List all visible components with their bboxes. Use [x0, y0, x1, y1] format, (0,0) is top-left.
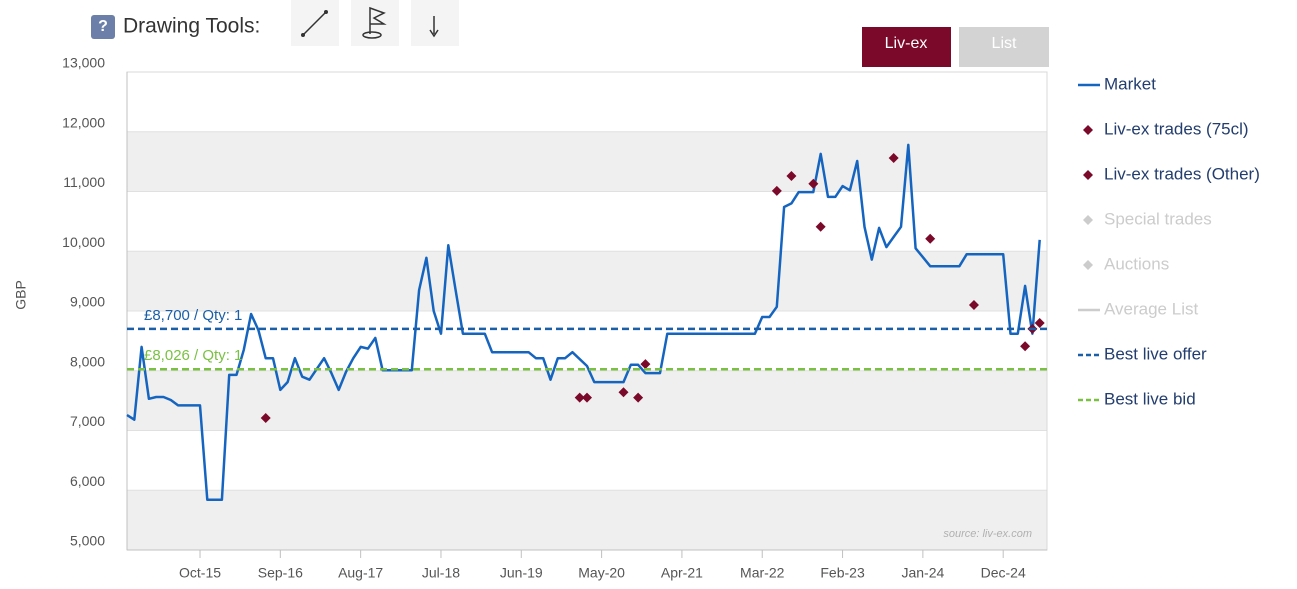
- x-tick-label: Aug-17: [338, 565, 383, 581]
- y-tick-label: 6,000: [70, 473, 105, 489]
- trade-marker: [574, 392, 585, 403]
- y-tick-label: 9,000: [70, 294, 105, 310]
- line-tool[interactable]: [291, 0, 339, 46]
- x-tick-label: Oct-15: [179, 565, 221, 581]
- toolbar: ? Drawing Tools:: [91, 0, 459, 46]
- legend-label: Best live bid: [1104, 389, 1196, 408]
- trade-marker: [925, 233, 936, 244]
- trade-marker: [786, 170, 797, 181]
- legend-symbol: [1083, 170, 1093, 180]
- tabs: Liv-ex List: [862, 27, 1049, 67]
- legend-label: Market: [1104, 74, 1156, 93]
- legend-label: Auctions: [1104, 254, 1169, 273]
- plot-band: [127, 490, 1047, 550]
- toolbar-label: Drawing Tools:: [123, 15, 260, 38]
- market-line: [126, 143, 1041, 502]
- legend-label: Liv-ex trades (Other): [1104, 164, 1260, 183]
- plot-band: [127, 251, 1047, 311]
- source-note: source: liv-ex.com: [943, 528, 1032, 540]
- legend-symbol: [1083, 260, 1093, 270]
- trade-marker: [633, 392, 644, 403]
- tab-list[interactable]: [959, 27, 1049, 67]
- legend-symbol: [1083, 215, 1093, 225]
- legend-item[interactable]: Auctions: [1083, 254, 1169, 273]
- x-tick-label: Jul-18: [422, 565, 460, 581]
- legend-item[interactable]: Average List: [1078, 299, 1198, 318]
- y-axis-title: GBP: [13, 280, 29, 310]
- legend-symbol: [1083, 125, 1093, 135]
- x-tick-label: Mar-22: [740, 565, 785, 581]
- y-tick-label: 11,000: [63, 174, 105, 190]
- x-tick-label: Apr-21: [661, 565, 703, 581]
- x-tick-label: Feb-23: [820, 565, 865, 581]
- legend-item[interactable]: Market: [1078, 74, 1156, 93]
- trade-marker: [1034, 317, 1045, 328]
- flag-tool[interactable]: [351, 0, 399, 46]
- legend-item[interactable]: Liv-ex trades (Other): [1083, 164, 1260, 183]
- trade-marker: [968, 300, 979, 311]
- tab-livex[interactable]: [862, 27, 951, 67]
- reference-label: £8,700 / Qty: 1: [144, 307, 242, 324]
- tab-label[interactable]: Liv-ex: [885, 35, 928, 52]
- y-tick-label: 13,000: [62, 55, 105, 71]
- legend-label: Special trades: [1104, 209, 1212, 228]
- trade-marker: [260, 412, 271, 423]
- tab-label[interactable]: List: [992, 35, 1017, 52]
- trade-marker: [771, 185, 782, 196]
- legend-item[interactable]: Best live offer: [1078, 344, 1207, 363]
- x-tick-label: Sep-16: [258, 565, 303, 581]
- legend-label: Best live offer: [1104, 344, 1207, 363]
- x-tick-label: Jun-19: [500, 565, 543, 581]
- reference-label: £8,026 / Qty: 1: [144, 347, 242, 364]
- y-tick-label: 8,000: [70, 353, 105, 369]
- trade-marker: [618, 387, 629, 398]
- trade-marker: [808, 178, 819, 189]
- trade-marker: [1020, 341, 1031, 352]
- x-tick-label: Dec-24: [981, 565, 1026, 581]
- trade-marker: [815, 221, 826, 232]
- legend-item[interactable]: Liv-ex trades (75cl): [1083, 119, 1249, 138]
- y-tick-label: 10,000: [62, 234, 105, 250]
- label-tool[interactable]: [411, 0, 459, 46]
- y-tick-label: 7,000: [70, 413, 105, 429]
- help-text: ?: [98, 18, 108, 35]
- legend-item[interactable]: Best live bid: [1078, 389, 1196, 408]
- y-tick-label: 5,000: [70, 533, 105, 549]
- help-icon[interactable]: [91, 15, 115, 39]
- x-tick-label: May-20: [578, 565, 625, 581]
- legend-label: Liv-ex trades (75cl): [1104, 119, 1249, 138]
- legend-item[interactable]: Special trades: [1083, 209, 1212, 228]
- trade-marker: [582, 392, 592, 403]
- x-tick-label: Jan-24: [901, 565, 944, 581]
- trade-marker: [640, 359, 651, 370]
- trade-marker: [888, 153, 899, 164]
- legend-label: Average List: [1104, 299, 1198, 318]
- y-tick-label: 12,000: [62, 114, 105, 130]
